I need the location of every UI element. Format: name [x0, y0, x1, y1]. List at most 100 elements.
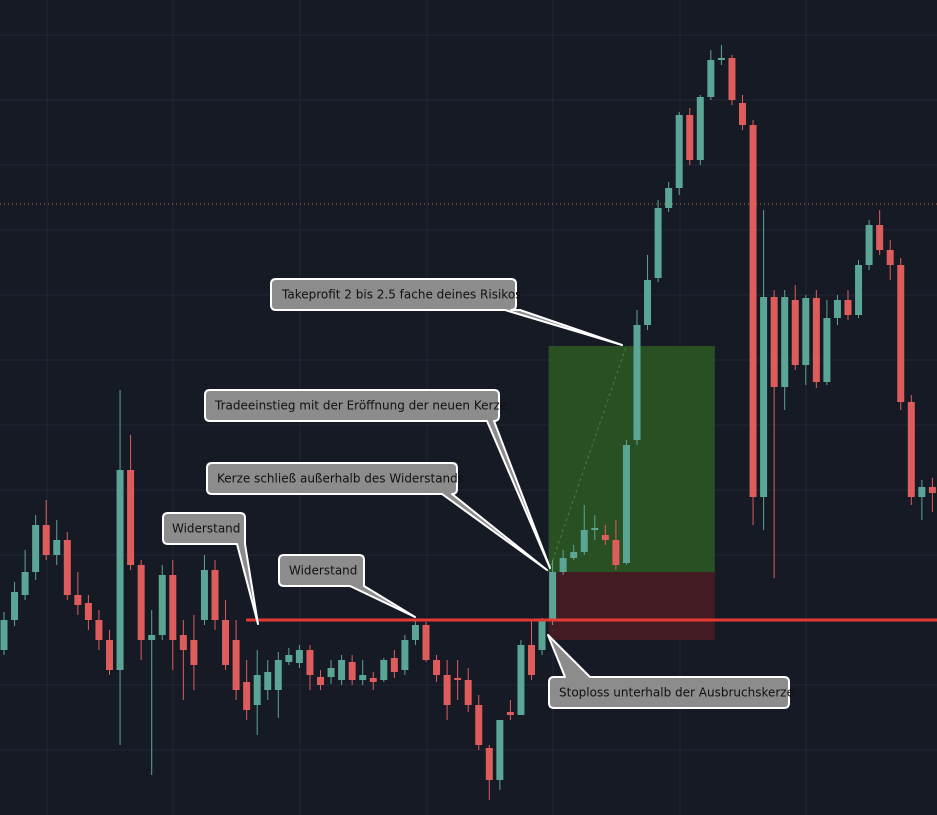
candle-body	[665, 188, 673, 208]
candle-body	[517, 645, 525, 715]
candle-body	[274, 660, 282, 690]
candle-body	[855, 265, 863, 315]
candle-body	[717, 58, 725, 60]
candle-body	[812, 298, 820, 382]
candle-body	[295, 650, 303, 663]
candle-body	[907, 402, 915, 497]
callout: Tradeeinstieg mit der Eröffnung der neue…	[204, 389, 551, 569]
candle-body	[390, 658, 398, 672]
candle-body	[433, 660, 441, 675]
candle-body	[190, 640, 198, 665]
candle-body	[580, 530, 588, 552]
trade-path	[548, 345, 627, 573]
callout: Kerze schließ außerhalb des Widerstands	[206, 462, 548, 571]
callout-box	[270, 278, 623, 346]
candle-body	[633, 325, 641, 440]
candle-body	[485, 748, 493, 780]
callout: Widerstand	[278, 554, 416, 618]
candle-body	[53, 540, 61, 555]
candle-body	[760, 297, 768, 497]
candle-body	[137, 565, 145, 640]
candle-body	[506, 712, 514, 715]
candle-body	[264, 672, 272, 690]
candle-body	[876, 225, 884, 250]
candle-body	[454, 678, 462, 680]
callout: Stoploss unterhalb der Ausbruchskerze	[547, 634, 794, 709]
candle-body	[74, 595, 82, 605]
candle-body	[559, 558, 567, 572]
candle-body	[243, 682, 251, 710]
candle-body	[802, 298, 810, 365]
candle-body	[95, 620, 103, 640]
candle-body	[32, 525, 40, 572]
candle-body	[781, 297, 789, 387]
candle-body	[327, 668, 335, 677]
callout: Takeprofit 2 bis 2.5 fache deines Risiko…	[270, 278, 623, 346]
candle-body	[359, 675, 367, 680]
candle-body	[538, 620, 546, 650]
candle-body	[148, 635, 156, 640]
candle-body	[380, 660, 388, 680]
candle-body	[63, 540, 71, 595]
callout-box	[206, 462, 548, 571]
callout-text: Kerze schließ außerhalb des Widerstands	[217, 472, 464, 486]
candle-body	[865, 225, 873, 265]
candle-body	[791, 300, 799, 365]
candle-body	[200, 570, 208, 620]
candle-body	[84, 603, 92, 620]
callout-box	[204, 389, 551, 569]
candle-body	[696, 97, 704, 160]
candle-body	[369, 678, 377, 682]
callout: Widerstand	[162, 512, 259, 625]
candle-body	[549, 572, 557, 620]
candle-body	[211, 570, 219, 620]
callout-text: Takeprofit 2 bis 2.5 fache deines Risiko…	[281, 288, 521, 302]
candle-body	[106, 640, 113, 670]
candle-body	[496, 720, 504, 780]
levels	[0, 203, 937, 622]
candle-body	[232, 640, 240, 690]
candle-body	[116, 470, 124, 670]
candle-body	[306, 650, 314, 675]
loss-zone	[548, 572, 715, 640]
candle-body	[601, 535, 609, 540]
callout-box	[162, 512, 259, 625]
candle-body	[443, 675, 451, 705]
candle-body	[42, 525, 50, 555]
candle-body	[749, 125, 757, 497]
candle-body	[411, 625, 419, 640]
candle-body	[675, 115, 683, 188]
candle-body	[570, 552, 578, 558]
candle-body	[169, 575, 177, 640]
position-zones	[548, 345, 715, 640]
callout-text: Widerstand	[172, 522, 240, 536]
candle-body	[285, 655, 293, 662]
candle-body	[823, 318, 831, 382]
candle-body	[464, 680, 472, 705]
candle-body	[475, 705, 483, 745]
candle-body	[770, 297, 778, 387]
candle-body	[886, 250, 894, 265]
candle-body	[317, 677, 324, 685]
candle-body	[528, 645, 535, 675]
candle-body	[612, 540, 620, 565]
callout-box	[278, 554, 416, 618]
candle-body	[348, 662, 356, 680]
candle-body	[686, 115, 694, 160]
candle-body	[739, 103, 746, 125]
candle-body	[918, 487, 926, 497]
candle-body	[644, 280, 652, 325]
candle-body	[11, 592, 19, 620]
callout-text: Tradeeinstieg mit der Eröffnung der neue…	[214, 399, 507, 413]
candle-body	[401, 640, 409, 670]
callout-text: Stoploss unterhalb der Ausbruchskerze	[559, 686, 794, 700]
candle-body	[222, 620, 230, 665]
candle-body	[591, 528, 599, 530]
candle-body	[158, 575, 166, 635]
candle-body	[707, 60, 715, 97]
candle-body	[622, 445, 630, 563]
candle-body	[338, 660, 346, 680]
candle-body	[844, 300, 852, 315]
callout-text: Widerstand	[289, 564, 357, 578]
